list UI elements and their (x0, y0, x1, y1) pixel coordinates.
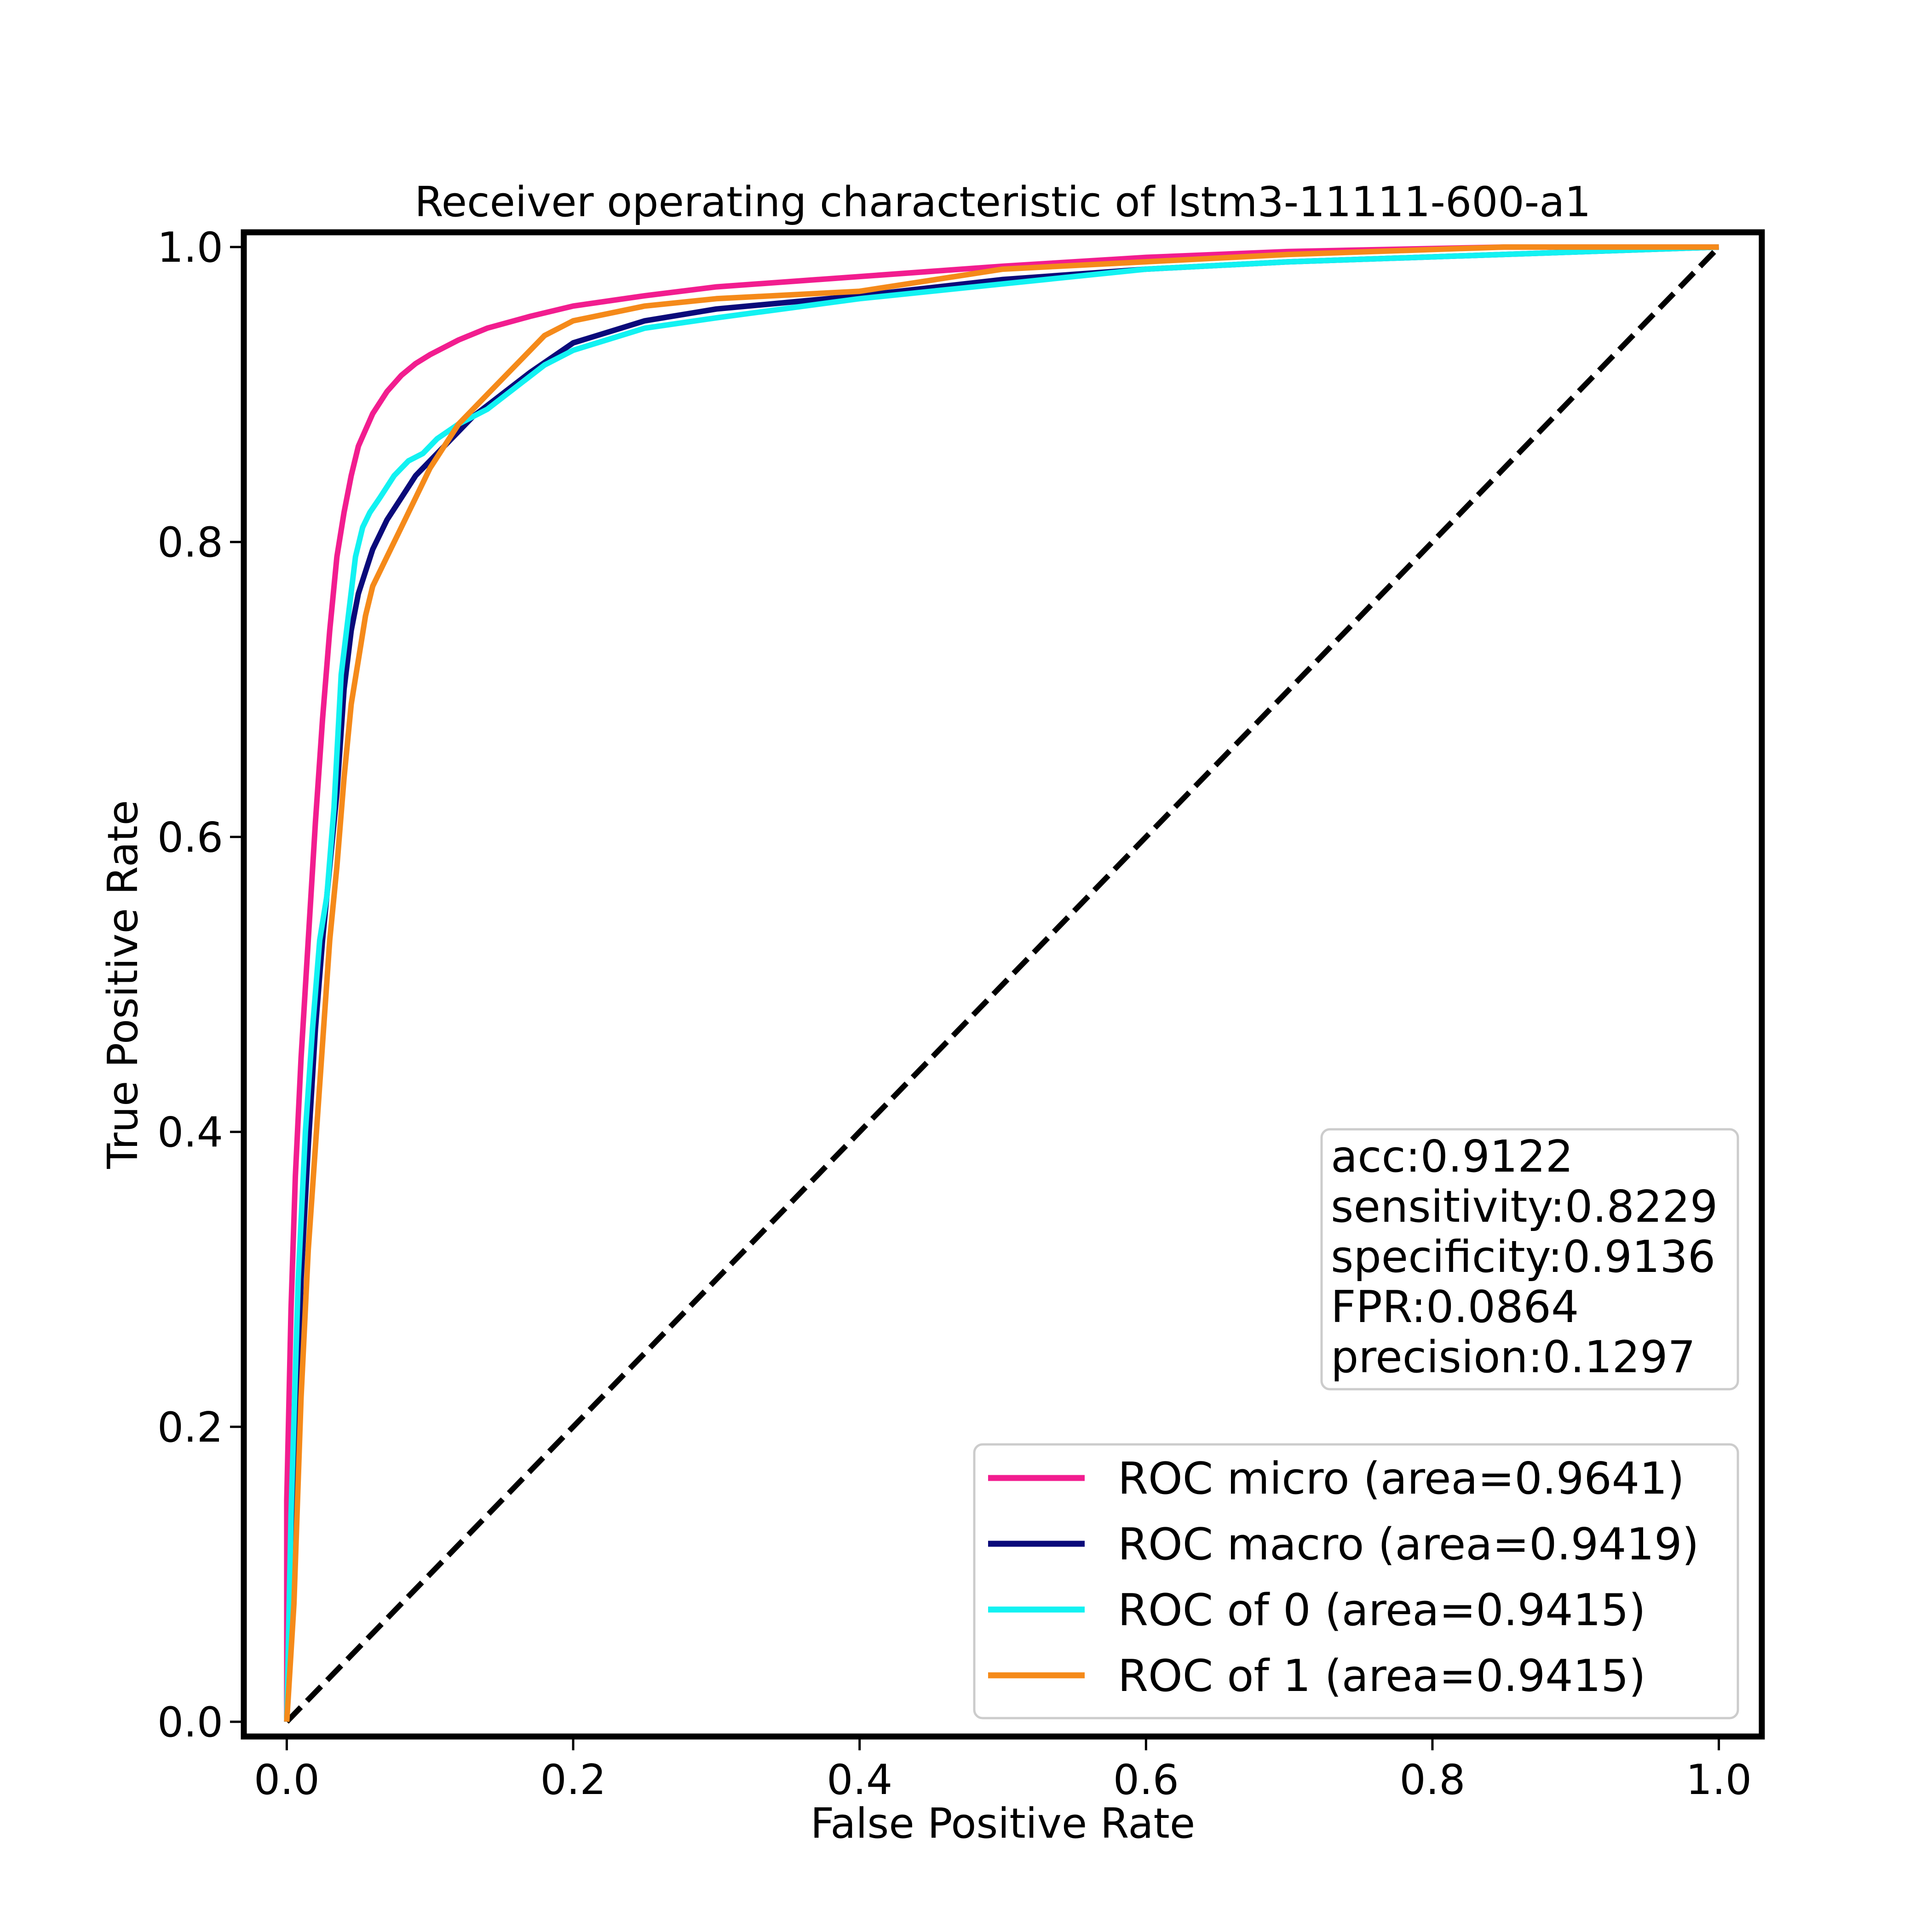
y-axis-ticks: 0.0 0.2 0.4 0.6 0.8 1.0 (157, 224, 244, 1747)
series-line-roc-of-0-area-0-9415 (284, 244, 1719, 1722)
plot-frame (241, 229, 1765, 1740)
metric-sensitivity: sensitivity:0.8229 (1331, 1182, 1718, 1232)
x-tick-label: 1.0 (1686, 1756, 1752, 1804)
y-tick-label: 0.4 (157, 1109, 223, 1157)
series-line-roc-micro-area-0-9641 (284, 244, 1719, 1722)
legend-frame (973, 1443, 1739, 1719)
legend-label-roc-class-0: ROC of 0 (area=0.9415) (1118, 1585, 1646, 1636)
metrics-box: acc:0.9122 sensitivity:0.8229 specificit… (1320, 1128, 1739, 1391)
series-line-roc-of-1-area-0-9415 (284, 244, 1719, 1722)
legend: ROC micro (area=0.9641) ROC macro (area=… (973, 1443, 1739, 1719)
metric-precision: precision:0.1297 (1331, 1332, 1696, 1383)
x-axis-label: False Positive Rate (811, 1800, 1195, 1848)
x-axis-ticks: 0.0 0.2 0.4 0.6 0.8 1.0 (254, 1736, 1752, 1804)
metric-acc: acc:0.9122 (1331, 1132, 1573, 1182)
y-axis-label: True Positive Rate (99, 800, 147, 1169)
plot-lines (284, 244, 1721, 1724)
x-tick-label: 0.2 (540, 1756, 606, 1804)
metrics-box-frame (1320, 1128, 1739, 1391)
chart-title: Receiver operating characteristic of lst… (414, 178, 1591, 226)
legend-label-roc-class-1: ROC of 1 (area=0.9415) (1118, 1651, 1646, 1702)
y-tick-label: 0.6 (157, 813, 223, 862)
y-tick-label: 0.2 (157, 1403, 223, 1452)
y-tick-label: 1.0 (157, 224, 223, 272)
chance-diagonal-line (285, 245, 1721, 1724)
y-tick-label: 0.8 (157, 518, 223, 567)
legend-label-roc-micro: ROC micro (area=0.9641) (1118, 1454, 1685, 1504)
y-tick-label: 0.0 (157, 1698, 223, 1747)
x-tick-label: 0.0 (254, 1756, 320, 1804)
series-line-roc-macro-area-0-9419 (284, 244, 1719, 1722)
x-tick-label: 0.6 (1113, 1756, 1179, 1804)
metric-specificity: specificity:0.9136 (1331, 1232, 1715, 1282)
legend-label-roc-macro: ROC macro (area=0.9419) (1118, 1519, 1699, 1570)
metric-fpr: FPR:0.0864 (1331, 1282, 1579, 1333)
x-tick-label: 0.8 (1399, 1756, 1465, 1804)
x-tick-label: 0.4 (827, 1756, 892, 1804)
